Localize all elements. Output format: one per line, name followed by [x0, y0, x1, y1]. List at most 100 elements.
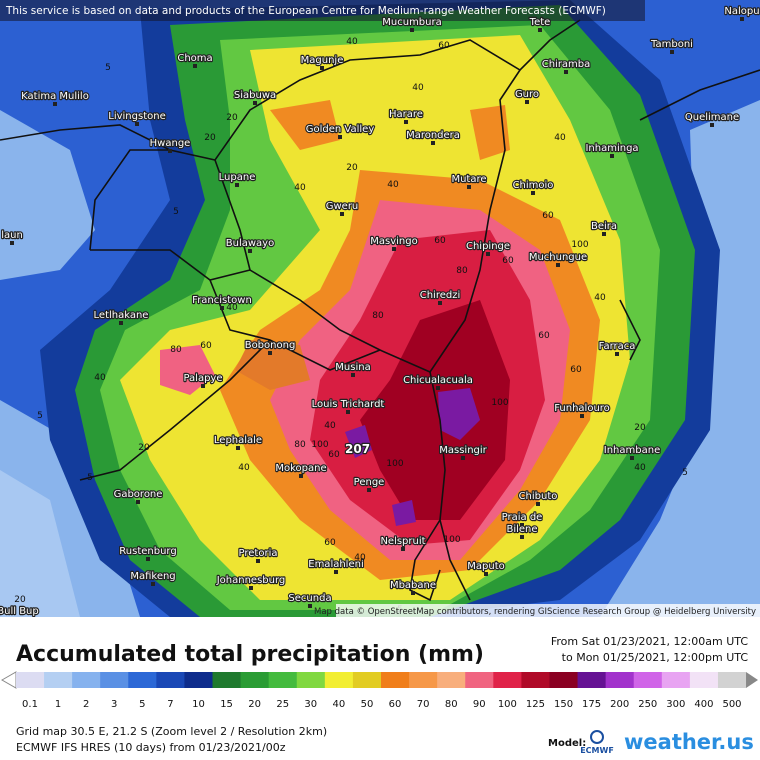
city-dot [151, 582, 155, 586]
place-label: Chibuto [519, 491, 558, 502]
city-dot [531, 191, 535, 195]
contour-label: 60 [538, 331, 550, 341]
city-dot [411, 591, 415, 595]
city-dot [236, 446, 240, 450]
place-label: Gweru [326, 201, 359, 212]
legend-label: 30 [304, 699, 317, 710]
place-label: Massingir [439, 445, 487, 456]
place-label: Siabuwa [234, 90, 276, 101]
place-label: Lupane [219, 172, 256, 183]
legend-swatch [72, 672, 101, 688]
place-label: Mbabane [390, 580, 436, 591]
contour-label: 40 [346, 37, 358, 47]
ecmwf-logo-shape [590, 730, 604, 744]
city-dot [320, 66, 324, 70]
place-label: Golden Valley [306, 124, 375, 135]
place-label: Mutare [451, 174, 486, 185]
contour-label: 60 [434, 236, 446, 246]
place-label: Livingstone [108, 111, 165, 122]
place-label: laun [1, 230, 23, 241]
contour-label: 20 [346, 163, 358, 173]
city-dot [520, 535, 524, 539]
places: Nalopu Mucumbura Tete Tamboni Choma Magunje Ch… [0, 5, 760, 621]
borders-shape [429, 371, 471, 601]
city-dot [146, 557, 150, 561]
contour-label: 20 [138, 443, 150, 453]
legend-label: 25 [276, 699, 289, 710]
place-label: Bull Bup [0, 606, 39, 617]
legend-label: 500 [722, 699, 741, 710]
legend-swatch [437, 672, 466, 688]
place-label: Farraca [599, 341, 636, 352]
legend-label: 7 [167, 699, 173, 710]
legend-swatch [605, 672, 635, 688]
legend-label: 40 [333, 699, 346, 710]
legend-swatch [409, 672, 438, 688]
contour-label: 5 [87, 473, 93, 483]
legend-swatch [493, 672, 522, 688]
contour-label: 80 [170, 345, 182, 355]
contour-label: 60 [438, 41, 450, 51]
contour-label: 60 [502, 256, 514, 266]
place-label: Bulawayo [226, 238, 274, 249]
legend-label: 100 [498, 699, 517, 710]
notice-bar-shape [0, 0, 645, 21]
place-label: Mokopane [275, 463, 326, 474]
contour-label: 60 [324, 538, 336, 548]
contour-label: 40 [554, 133, 566, 143]
contour-label: 40 [226, 303, 238, 313]
precip-field-shape [392, 500, 416, 526]
city-dot [392, 247, 396, 251]
contour-label: 60 [200, 341, 212, 351]
legend-swatch [268, 672, 298, 688]
legend-label: 5 [139, 699, 145, 710]
place-label: Mucumbura [382, 17, 441, 28]
legend-swatch [15, 672, 45, 688]
city-dot [486, 252, 490, 256]
contour-label: 20 [204, 133, 216, 143]
legend-label: 15 [220, 699, 233, 710]
precip-field [0, 0, 760, 617]
city-dot [308, 604, 312, 608]
city-dot [248, 249, 252, 253]
city-dot [334, 570, 338, 574]
legend-label: 175 [582, 699, 601, 710]
place-label: Louis Trichardt [312, 399, 385, 410]
city-dot [564, 70, 568, 74]
grid-info: Grid map 30.5 E, 21.2 S (Zoom level 2 / … [16, 725, 327, 738]
city-dot [525, 100, 529, 104]
contour-label: 40 [594, 293, 606, 303]
place-label: Mafikeng [130, 571, 175, 582]
city-dot [346, 410, 350, 414]
legend-swatch [240, 672, 270, 688]
place-label: Chiramba [542, 59, 591, 70]
place-label: Beira [591, 221, 617, 232]
legend-label: 0.1 [22, 699, 38, 710]
place-label: Penge [354, 477, 385, 488]
city-dot [10, 241, 14, 245]
city-dot [404, 120, 408, 124]
city-dot [168, 149, 172, 153]
legend-swatch [633, 672, 663, 688]
legend-arrow-right [746, 672, 758, 688]
notice: This service is based on data and produc… [5, 5, 606, 17]
contour-label: 40 [238, 463, 250, 473]
contour-label: 60 [542, 211, 554, 221]
place-label: Letlhakane [94, 310, 149, 321]
contour-label: 60 [328, 450, 340, 460]
place-label: Inhambane [604, 445, 660, 456]
place-label: Bilene [506, 524, 537, 535]
place-label: Hwange [150, 138, 191, 149]
place-label: Musina [335, 362, 370, 373]
place-label: Inhaminga [585, 143, 638, 154]
city-dot [484, 572, 488, 576]
legend-label: 250 [638, 699, 657, 710]
city-dot [367, 488, 371, 492]
borders-shape [409, 519, 441, 602]
contour-label: 100 [443, 535, 460, 545]
city-dot [53, 102, 57, 106]
city-dot [193, 64, 197, 68]
precip-field-shape [345, 425, 372, 458]
contour-label: 40 [94, 373, 106, 383]
legend-label: 60 [389, 699, 402, 710]
